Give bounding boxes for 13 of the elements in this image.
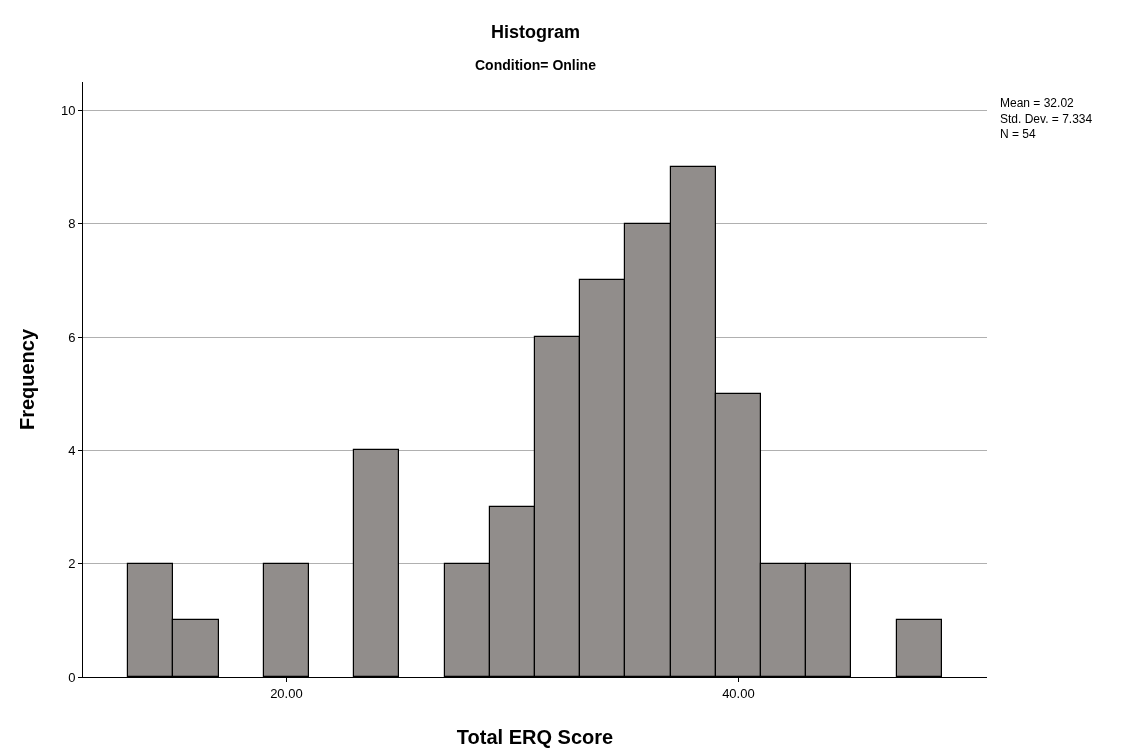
y-tick-label: 10 xyxy=(60,102,76,118)
y-tick-label: 0 xyxy=(68,669,76,685)
x-tick-label: 40.00 xyxy=(722,685,755,701)
chart-subtitle: Condition= Online xyxy=(475,57,597,73)
text: Mean = 32.02 Std. Dev. = 7.334 N = 54 xyxy=(1000,96,1093,142)
y-tick-label: 2 xyxy=(68,556,76,572)
x-axis-title: Total ERQ Score xyxy=(456,726,614,749)
y-tick-label: 8 xyxy=(68,216,76,232)
y-tick-label: 6 xyxy=(68,329,76,345)
y-axis-title: Frequency xyxy=(16,328,39,431)
y-tick-label: 4 xyxy=(68,442,76,458)
x-tick-label: 20.00 xyxy=(270,685,303,701)
chart-title: Histogram xyxy=(491,22,581,42)
